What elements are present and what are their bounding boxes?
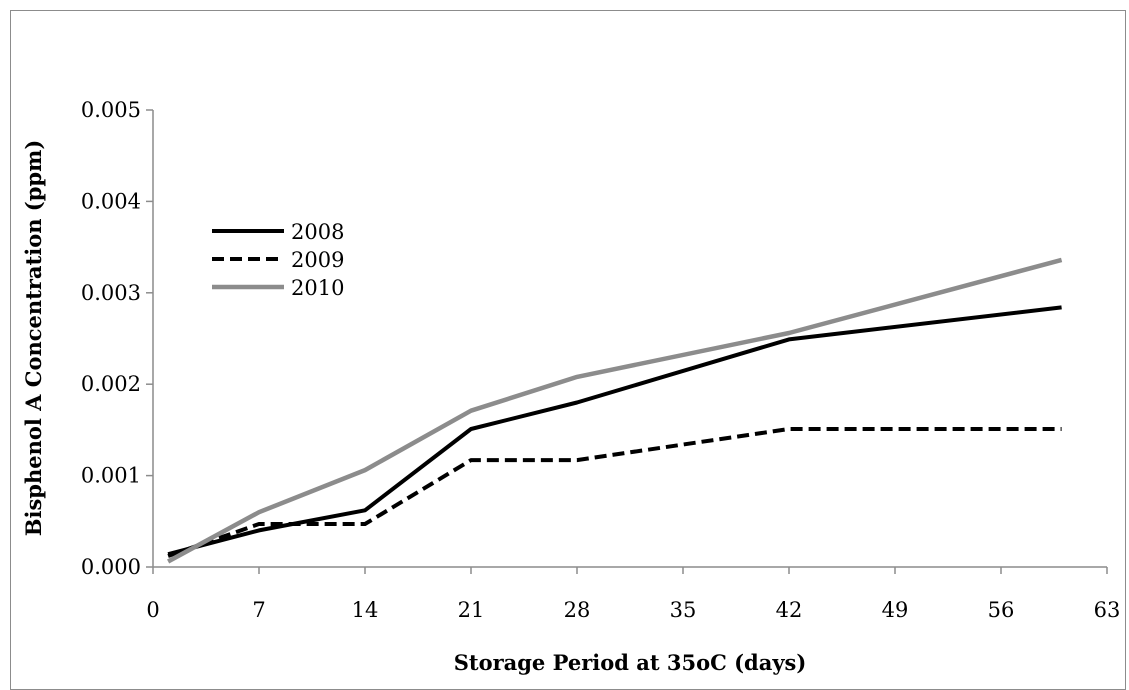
x-axis-ticks: 0 7 14 21 28 35 42 49 56 63	[146, 567, 1120, 622]
series-line-2008	[167, 305, 1062, 557]
series-lines	[167, 257, 1063, 564]
x-tick-label: 35	[670, 598, 697, 622]
x-tick-label: 42	[776, 598, 803, 622]
y-tick-label: 0.003	[81, 281, 141, 305]
series-line-2010	[167, 257, 1063, 564]
y-tick-label: 0.001	[81, 464, 141, 488]
y-axis-title: Bisphenol A Concentration (ppm)	[21, 140, 46, 537]
x-tick-label: 21	[458, 598, 485, 622]
x-tick-label: 63	[1094, 598, 1121, 622]
x-tick-label: 14	[352, 598, 379, 622]
legend-label-2010: 2010	[291, 276, 344, 300]
x-tick-label: 56	[988, 598, 1015, 622]
series-line-2009	[167, 427, 1062, 558]
legend: 2008 2009 2010	[212, 220, 344, 300]
x-tick-label: 28	[564, 598, 591, 622]
legend-label-2008: 2008	[291, 220, 344, 244]
y-tick-label: 0.000	[81, 555, 141, 579]
x-tick-label: 0	[146, 598, 159, 622]
y-tick-label: 0.005	[81, 98, 141, 122]
x-tick-label: 7	[252, 598, 265, 622]
y-tick-label: 0.002	[81, 372, 141, 396]
y-axis-ticks: 0.000 0.001 0.002 0.003 0.004 0.005	[81, 98, 153, 579]
legend-label-2009: 2009	[291, 248, 344, 272]
x-axis-title: Storage Period at 35oC (days)	[454, 650, 807, 675]
axes	[152, 110, 1107, 568]
x-tick-label: 49	[882, 598, 909, 622]
y-tick-label: 0.004	[81, 189, 141, 213]
chart-frame	[10, 10, 1126, 690]
